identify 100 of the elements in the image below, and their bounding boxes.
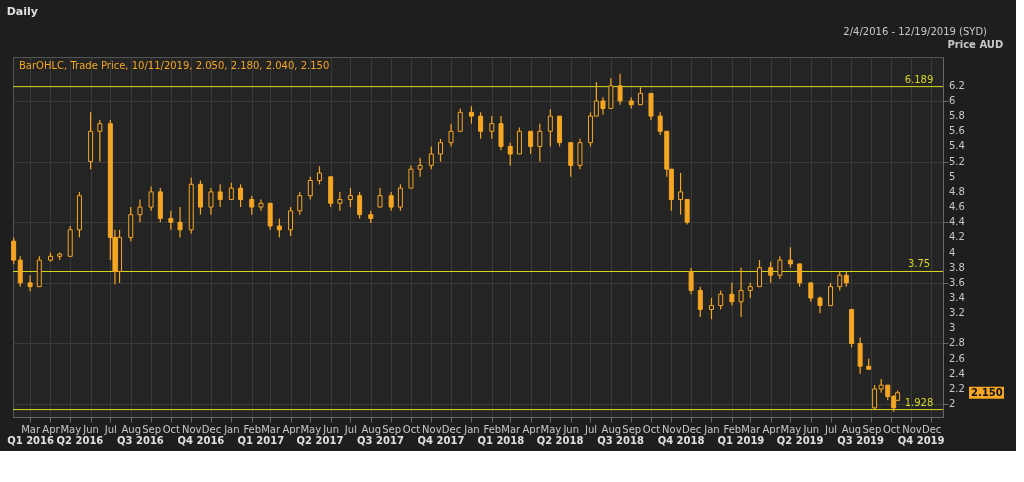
x-tick-label: Jun xyxy=(802,423,820,435)
x-tick-label: Mar xyxy=(501,423,522,435)
x-tick-label: Aug xyxy=(841,423,862,435)
candlestick xyxy=(648,92,654,121)
x-tick-label: Feb xyxy=(723,423,742,435)
candlestick xyxy=(307,176,313,201)
y-tick-label: 4.6 xyxy=(949,201,965,213)
x-tick-label: Sep xyxy=(622,423,642,435)
x-tick-label: Aug xyxy=(601,423,622,435)
x2-tick-label: Q1 2016 xyxy=(7,434,55,446)
candlestick xyxy=(528,130,534,155)
ref-line-label: 6.189 xyxy=(904,73,934,85)
candlestick xyxy=(148,186,154,212)
candlestick xyxy=(787,246,793,269)
x-tick-label: May xyxy=(300,423,322,435)
x-tick-label: Jun xyxy=(322,423,339,435)
candlestick xyxy=(168,210,174,231)
x-tick-label: Jun xyxy=(82,423,99,435)
candlestick xyxy=(617,73,623,106)
candlestick xyxy=(397,183,403,212)
candlestick xyxy=(177,206,183,238)
x-tick-label: Dec xyxy=(441,423,462,435)
candlestick xyxy=(489,115,495,140)
x-tick-label: Aug xyxy=(361,423,382,435)
candlestick xyxy=(11,236,17,265)
candlestick xyxy=(208,187,214,216)
y-tick-label: 5.2 xyxy=(949,155,965,167)
x-tick-label: Oct xyxy=(402,423,421,435)
x-tick-label: Jan xyxy=(223,423,240,435)
x2-tick-label: Q2 2019 xyxy=(776,434,824,446)
y-tick-label: 3.6 xyxy=(949,276,965,288)
x-tick-label: Nov xyxy=(662,423,682,435)
candlestick xyxy=(428,145,434,170)
x2-tick-label: Q4 2018 xyxy=(657,434,705,446)
y-tick-label: 4 xyxy=(949,246,956,258)
y-tick-label: 3 xyxy=(949,322,956,334)
candlestick xyxy=(217,183,223,208)
x-tick-label: May xyxy=(540,423,562,435)
x-tick-label: May xyxy=(780,423,802,435)
x-tick-label: Nov xyxy=(181,423,202,435)
x-tick-label: Jan xyxy=(703,423,720,435)
x2-tick-label: Q1 2017 xyxy=(237,434,285,446)
candlestick xyxy=(457,107,463,132)
ref-line-label: 3.75 xyxy=(907,258,931,270)
candlestick xyxy=(837,270,843,292)
x-tick-label: Oct xyxy=(642,423,661,435)
x-tick-label: Aug xyxy=(121,423,141,435)
candlestick xyxy=(872,384,878,411)
y-tick-label: 2 xyxy=(949,398,956,410)
x-tick-label: Nov xyxy=(902,423,922,435)
candlestick xyxy=(288,206,294,237)
candlestick xyxy=(347,187,353,208)
x-tick-label: Mar xyxy=(21,423,41,435)
y-axis-title: Price AUD xyxy=(947,38,1004,50)
candlestick xyxy=(249,195,255,216)
x2-tick-label: Q3 2019 xyxy=(837,434,885,446)
x2-tick-label: Q1 2019 xyxy=(717,434,765,446)
x-tick-label: Apr xyxy=(522,423,541,435)
y-tick-label: 4.4 xyxy=(949,216,965,228)
x-tick-label: Apr xyxy=(42,423,61,435)
candlestick xyxy=(678,172,684,216)
y-tick-label: 3.8 xyxy=(949,261,965,273)
x-tick-label: Jul xyxy=(583,423,598,435)
text: 2/4/2016 - 12/19/2019 (SYD) xyxy=(843,26,988,37)
candlestick xyxy=(697,286,703,318)
y-tick-label: 5 xyxy=(949,170,956,182)
candlestick xyxy=(238,183,244,208)
y-tick-label: 5.8 xyxy=(949,110,965,122)
y-tick-label: 4.8 xyxy=(949,185,965,197)
x-tick-label: Mar xyxy=(741,423,762,435)
x-tick-label: Sep xyxy=(382,423,402,435)
candlestick xyxy=(417,157,423,178)
y-tick-label: 3.2 xyxy=(949,307,965,319)
chart-subtitle: BarOHLC, Trade Price, 10/11/2019, 2.050, 2.180, 2.040, 2.150 xyxy=(19,60,330,71)
x-tick-label: Dec xyxy=(921,423,942,435)
x-tick-label: Mar xyxy=(261,423,281,435)
y-tick-label: 2.2 xyxy=(949,382,965,394)
candlestick xyxy=(337,191,343,212)
x-tick-label: Jun xyxy=(562,423,580,435)
candlestick xyxy=(507,142,513,166)
candlestick xyxy=(267,202,273,231)
candlestick xyxy=(276,217,282,238)
candlestick xyxy=(688,267,694,295)
y-tick-label: 3.4 xyxy=(949,292,965,304)
candlestick xyxy=(516,126,522,155)
candlestick xyxy=(547,108,553,148)
x2-tick-label: Q3 2017 xyxy=(357,434,404,446)
x-tick-label: Dec xyxy=(201,423,222,435)
y-tick-label: 5.4 xyxy=(949,140,965,152)
x-tick-label: Nov xyxy=(422,423,442,435)
candlestick xyxy=(729,282,735,307)
x2-tick-label: Q3 2018 xyxy=(597,434,644,446)
x2-tick-label: Q2 2018 xyxy=(536,434,584,446)
x2-tick-label: Q3 2016 xyxy=(117,434,164,446)
x2-tick-label: Q2 2017 xyxy=(296,434,344,446)
candlestick xyxy=(137,198,143,223)
x-tick-label: Feb xyxy=(483,423,502,435)
x-tick-label: Sep xyxy=(142,423,162,435)
candlestick xyxy=(777,255,783,280)
candlestick xyxy=(568,142,574,178)
